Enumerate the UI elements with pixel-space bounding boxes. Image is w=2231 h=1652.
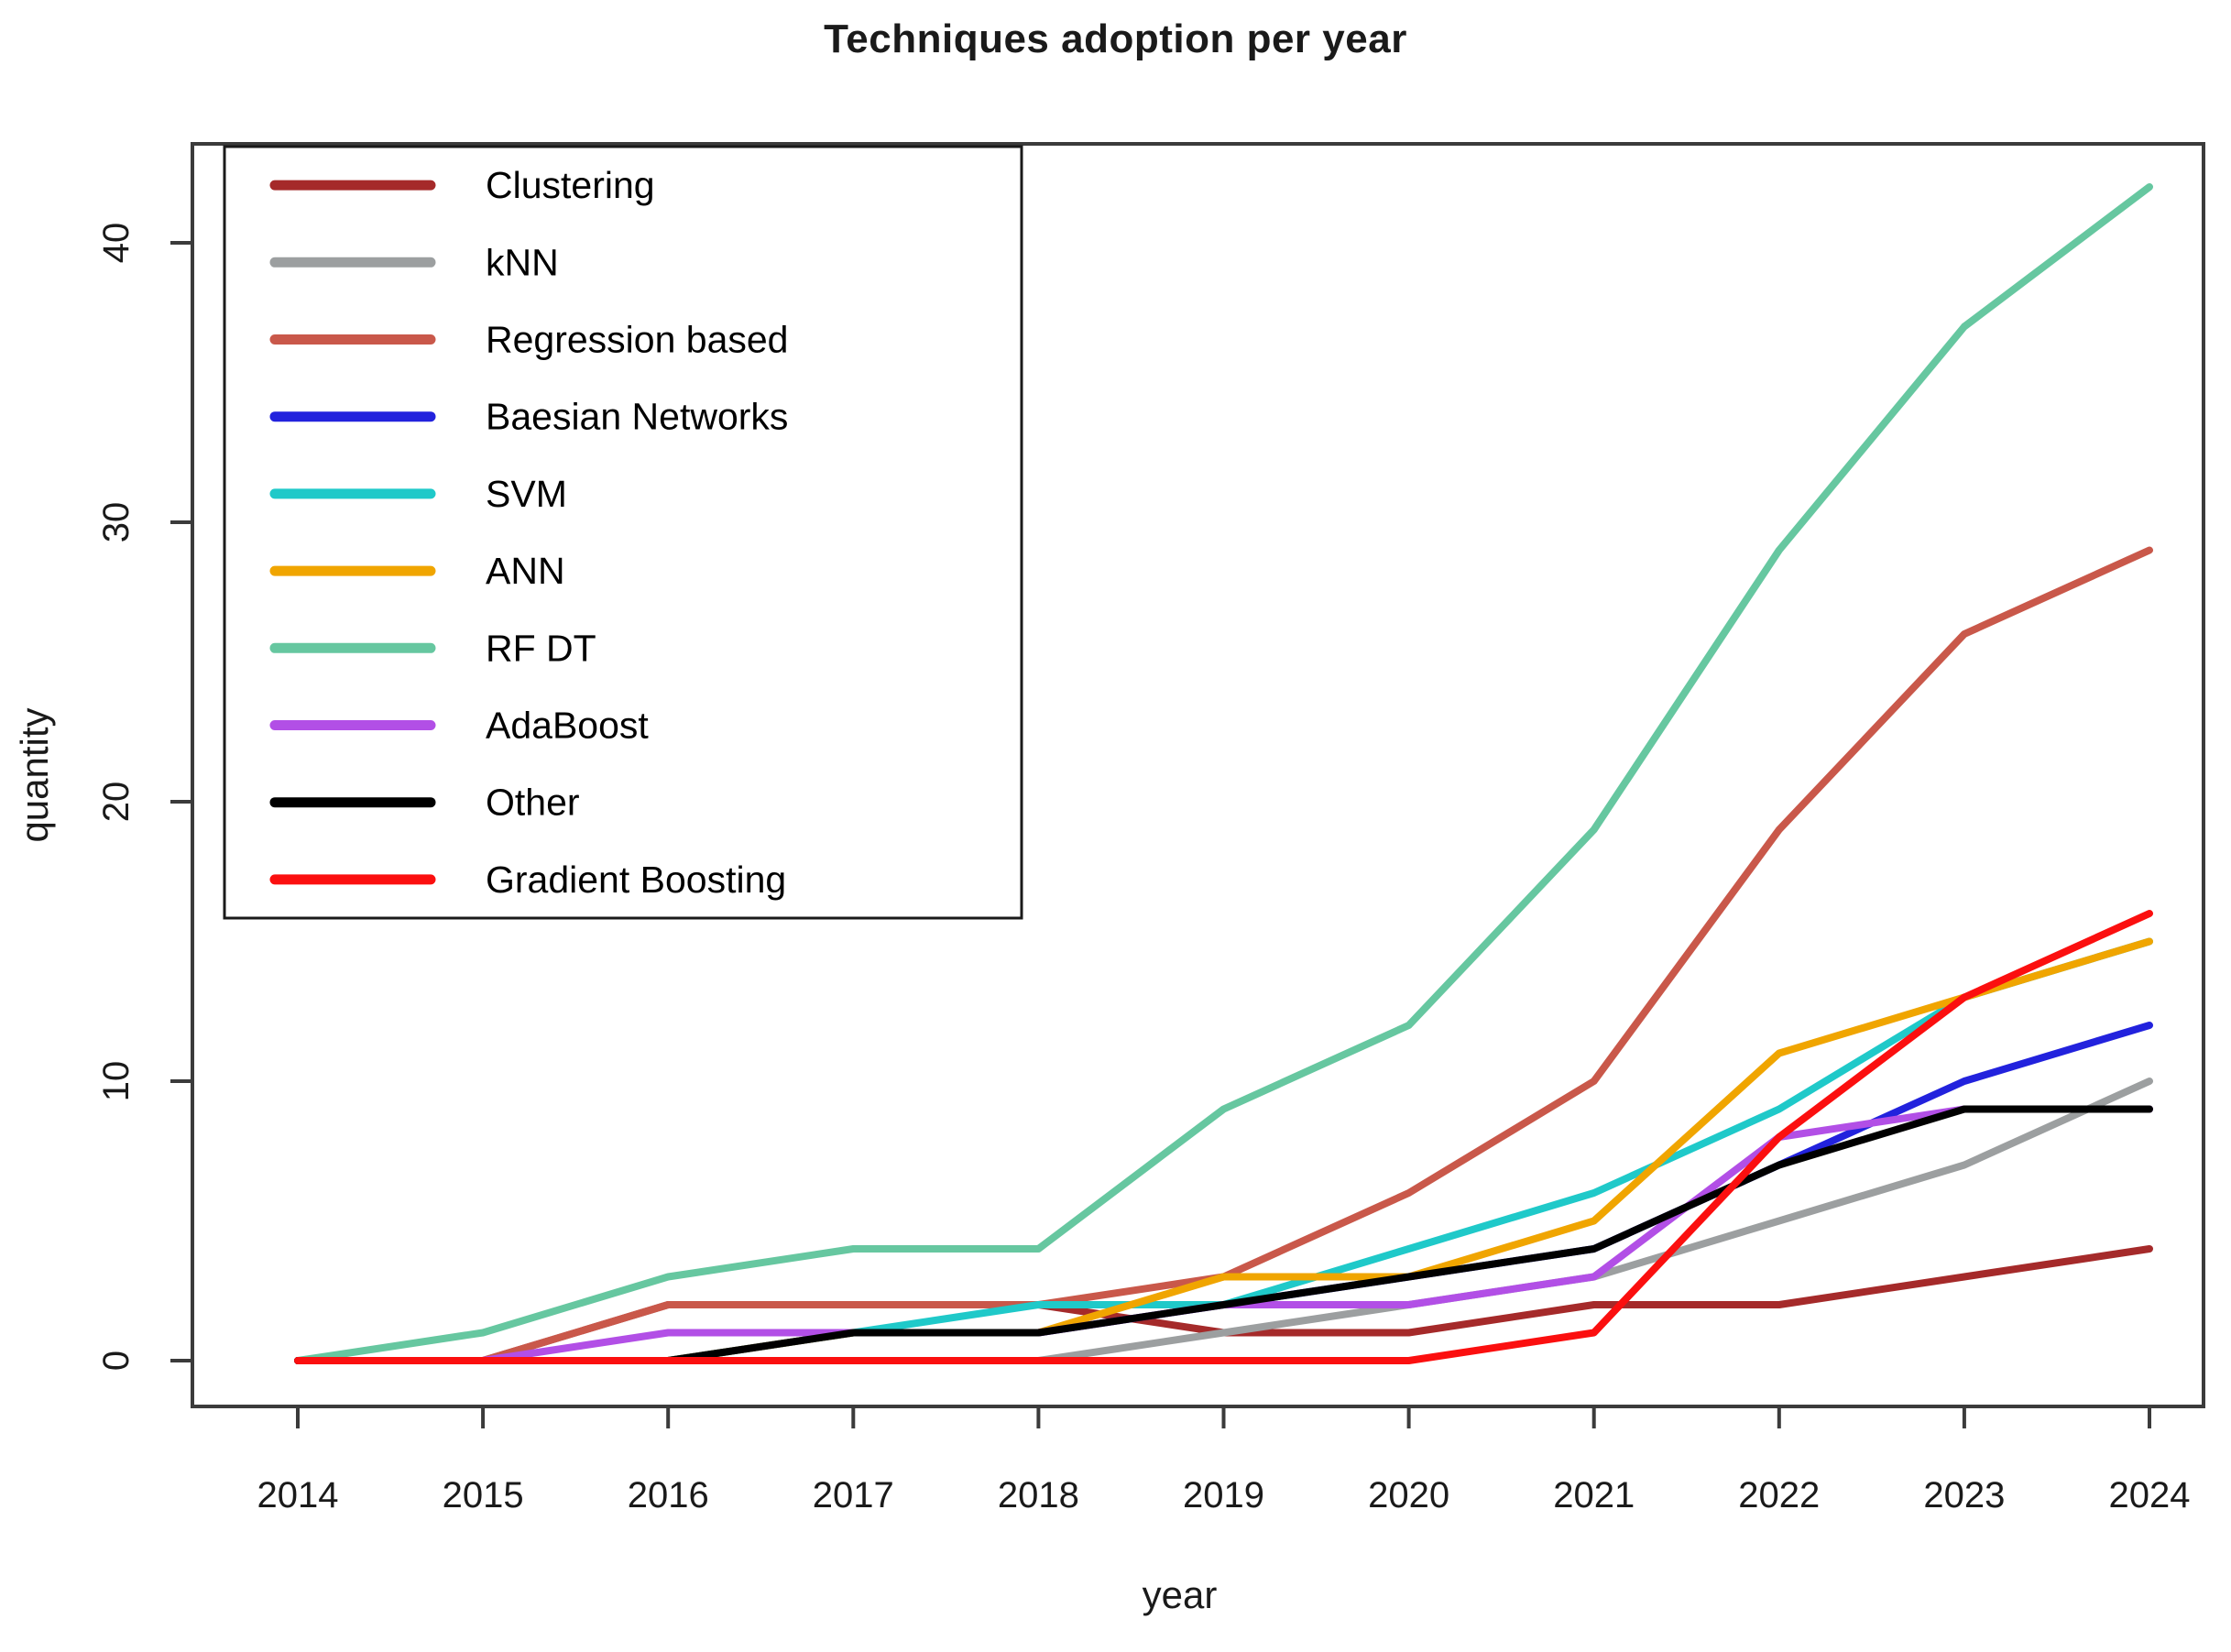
- legend-label-clustering: Clustering: [486, 164, 655, 206]
- legend-box: [223, 145, 1023, 920]
- chart-title: Techniques adoption per year: [824, 16, 1407, 61]
- x-tick-label: 2017: [813, 1475, 894, 1515]
- x-tick-label: 2019: [1183, 1475, 1264, 1515]
- x-tick-label: 2015: [443, 1475, 524, 1515]
- x-tick-label: 2014: [257, 1475, 339, 1515]
- x-tick-label: 2018: [998, 1475, 1079, 1515]
- series-line-adaboost: [294, 1105, 2153, 1364]
- x-tick-label: 2021: [1553, 1475, 1635, 1515]
- series-line-ann: [294, 937, 2153, 1364]
- x-tick-label: 2022: [1738, 1475, 1820, 1515]
- x-tick-label: 2023: [1923, 1475, 2005, 1515]
- legend-label-knn: kNN: [486, 241, 559, 283]
- y-tick-label: 40: [96, 223, 137, 264]
- legend-label-regression-based: Regression based: [486, 319, 788, 361]
- y-tick-label: 0: [96, 1351, 137, 1371]
- legend-label-adaboost: AdaBoost: [486, 705, 649, 747]
- x-tick-label: 2020: [1368, 1475, 1449, 1515]
- legend-label-baesian-networks: Baesian Networks: [486, 396, 788, 438]
- y-tick-label: 30: [96, 502, 137, 543]
- series-line-gradient-boosting: [294, 910, 2153, 1364]
- series-line-rf-dt: [294, 183, 2153, 1364]
- plot-frame: [191, 142, 2205, 1408]
- legend-label-rf-dt: RF DT: [486, 627, 596, 669]
- y-axis-label: quantity: [13, 707, 56, 842]
- y-tick-label: 10: [96, 1061, 137, 1102]
- legend-label-ann: ANN: [486, 550, 565, 592]
- legend-label-other: Other: [486, 782, 580, 824]
- series-line-other: [294, 1105, 2153, 1364]
- legend-label-gradient-boosting: Gradient Boosting: [486, 859, 786, 901]
- y-tick-label: 20: [96, 782, 137, 823]
- x-tick-label: 2024: [2109, 1475, 2191, 1515]
- x-axis-label: year: [1143, 1573, 1218, 1616]
- series-line-svm: [294, 937, 2153, 1364]
- legend-label-svm: SVM: [486, 473, 567, 515]
- x-tick-label: 2016: [628, 1475, 709, 1515]
